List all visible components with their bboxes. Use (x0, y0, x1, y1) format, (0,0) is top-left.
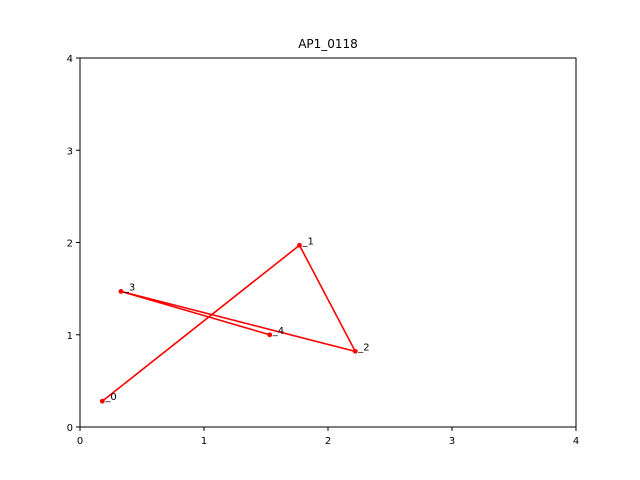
point-label: _1 (301, 236, 313, 247)
point-label: _3 (123, 282, 135, 293)
data-point (99, 398, 105, 404)
data-point (267, 332, 273, 338)
series-line (101, 244, 357, 402)
y-tick-label: 1 (67, 331, 73, 342)
axes-frame (79, 57, 577, 428)
point-label: _0 (104, 392, 116, 403)
data-point (352, 348, 358, 354)
x-tick-label: 4 (573, 436, 579, 447)
y-tick-label: 3 (67, 146, 73, 157)
data-point (118, 288, 124, 294)
x-axis: 0 1 2 3 4 (77, 427, 579, 447)
x-tick-label: 2 (325, 436, 331, 447)
y-tick-label: 2 (67, 239, 73, 250)
x-tick-label: 1 (201, 436, 207, 447)
data-point (297, 242, 302, 248)
chart-title: AP1_0118 (298, 37, 358, 51)
point-label: _2 (357, 342, 369, 353)
y-tick-label: 4 (67, 54, 73, 65)
plot-area: _0 _1 _2 _3 _4 (99, 236, 370, 404)
x-tick-label: 0 (77, 436, 83, 447)
y-axis: 0 1 2 3 4 (67, 54, 80, 434)
point-label: _4 (272, 326, 284, 337)
x-tick-label: 3 (449, 436, 455, 447)
y-tick-label: 0 (67, 423, 73, 434)
